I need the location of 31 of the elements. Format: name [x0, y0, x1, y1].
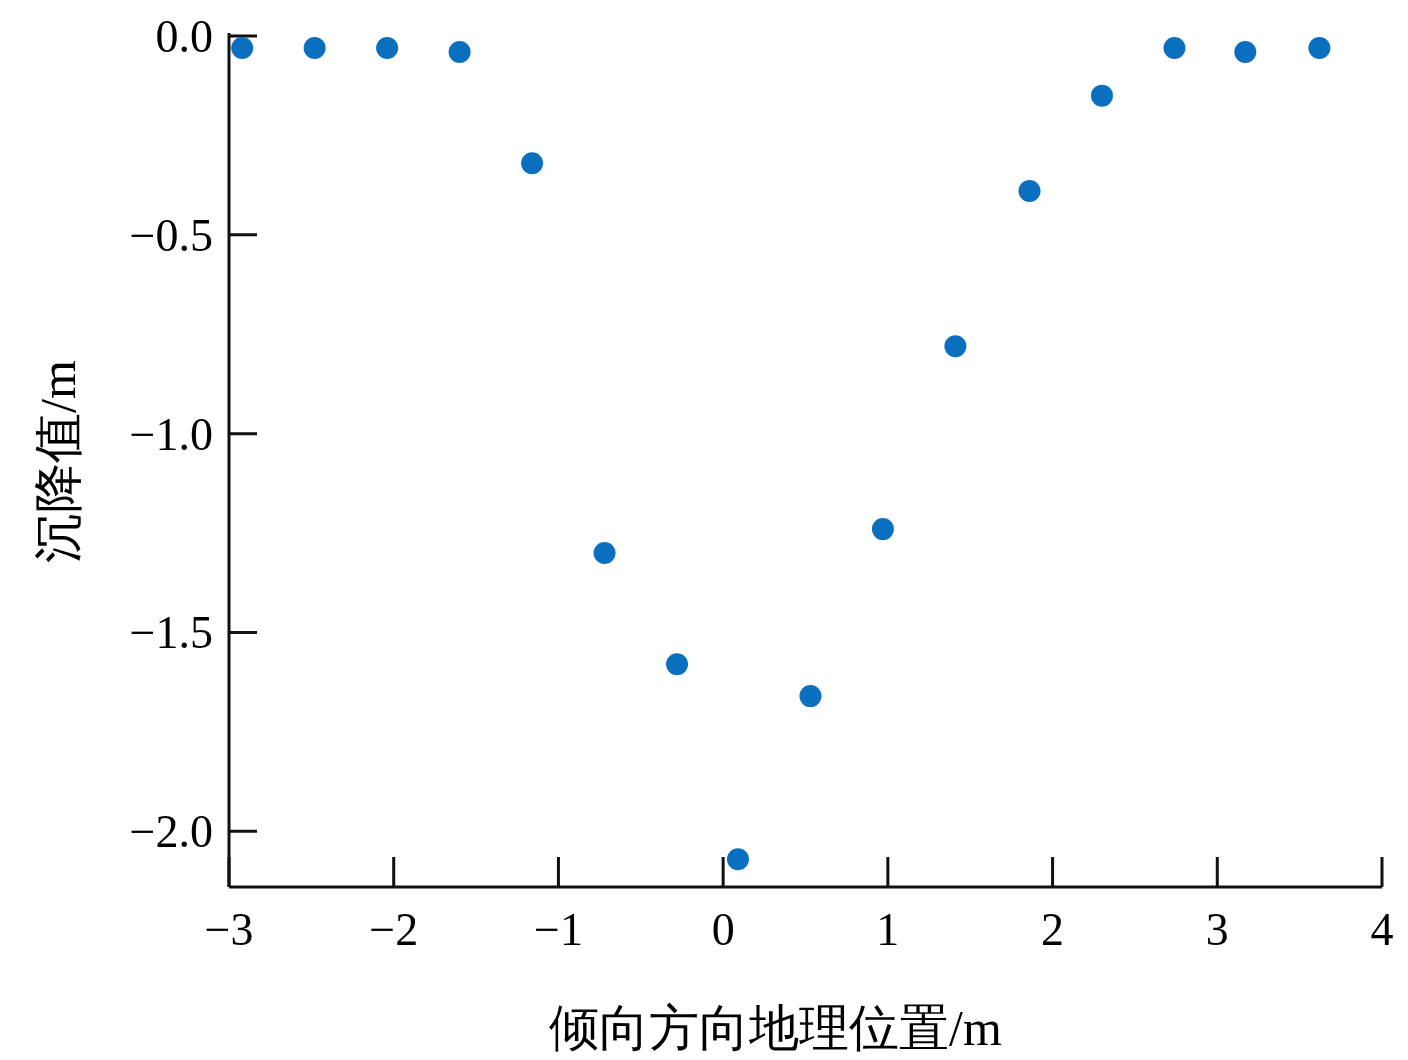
y-tick-label: −0.5	[129, 209, 213, 261]
x-tick-label: 2	[1041, 904, 1065, 955]
x-tick-label: −3	[204, 904, 254, 955]
x-tick-label: 3	[1205, 904, 1229, 955]
x-axis-title: 倾向方向地理位置/m	[549, 1000, 1002, 1056]
point	[231, 36, 254, 59]
point	[1018, 180, 1041, 203]
x-tick-label: 1	[876, 904, 900, 955]
y-tick-label: −2.0	[129, 806, 213, 858]
point	[593, 541, 616, 564]
point	[303, 36, 326, 59]
x-tick-label: 4	[1370, 904, 1394, 955]
point	[448, 40, 471, 63]
point	[871, 518, 894, 541]
point	[376, 36, 399, 59]
y-tick-label: 0.0	[155, 11, 213, 62]
x-tick-label: −2	[369, 904, 419, 955]
point	[1163, 36, 1186, 59]
y-axis-title: 沉降值/m	[30, 360, 86, 563]
point	[521, 152, 544, 175]
point	[1308, 36, 1331, 59]
point	[944, 335, 967, 358]
point	[726, 848, 749, 871]
point	[799, 685, 822, 708]
point	[1234, 40, 1257, 63]
y-tick-label: −1.5	[129, 607, 213, 659]
x-tick-label: −1	[533, 904, 583, 955]
point	[666, 653, 689, 676]
point	[1090, 84, 1113, 107]
y-tick-label: −1.0	[129, 408, 213, 460]
x-tick-label: 0	[711, 904, 735, 955]
